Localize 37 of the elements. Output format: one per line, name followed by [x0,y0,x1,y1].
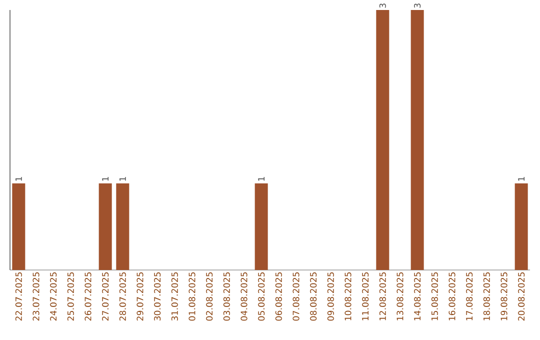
x-tick-label: 26.07.2025 [84,272,92,321]
x-tick-label: 17.08.2025 [466,272,473,320]
x-tick-label: 06.08.2025 [275,272,282,321]
x-tick-label: 31.07.2025 [171,272,178,321]
x-tick-label: 23.07.2025 [32,272,40,321]
x-tick-label: 04.08.2025 [240,272,248,321]
x-tick-label: 01.08.2025 [188,272,196,321]
x-tick-label: 18.08.2025 [483,272,490,320]
x-tick-label: 08.08.2025 [310,272,317,321]
x-tick-label: 30.07.2025 [154,272,161,321]
x-tick-label: 03.08.2025 [223,272,230,321]
data-label: 3 [414,4,421,8]
x-tick-label: 22.07.2025 [15,272,22,321]
x-tick-label: 09.08.2025 [327,272,334,321]
x-tick-label: 11.08.2025 [362,272,369,320]
x-tick-label: 27.07.2025 [102,272,109,321]
data-label: 1 [518,177,524,181]
x-tick-label: 12.08.2025 [379,272,386,320]
x-tick-label: 20.08.2025 [518,272,525,321]
data-label: 1 [120,177,126,181]
x-tick-label: 25.07.2025 [67,272,74,321]
x-tick-label: 19.08.2025 [500,272,508,320]
x-tick-label: 24.07.2025 [50,272,57,321]
x-tick-label: 28.07.2025 [119,272,126,321]
data-label: 1 [258,177,264,181]
x-tick-label: 10.08.2025 [344,272,352,320]
data-label: 3 [379,4,386,8]
x-tick-label: 02.08.2025 [206,272,213,321]
x-tick-label: 15.08.2025 [431,272,438,320]
x-tick-label: 16.08.2025 [448,272,456,320]
x-tick-label: 13.08.2025 [396,272,404,320]
x-tick-label: 07.08.2025 [292,272,300,321]
data-label: 1 [16,177,22,181]
x-tick-label: 05.08.2025 [258,272,265,321]
x-tick-label: 29.07.2025 [136,272,144,321]
x-tick-label: 14.08.2025 [414,272,421,320]
data-label: 1 [102,177,108,181]
